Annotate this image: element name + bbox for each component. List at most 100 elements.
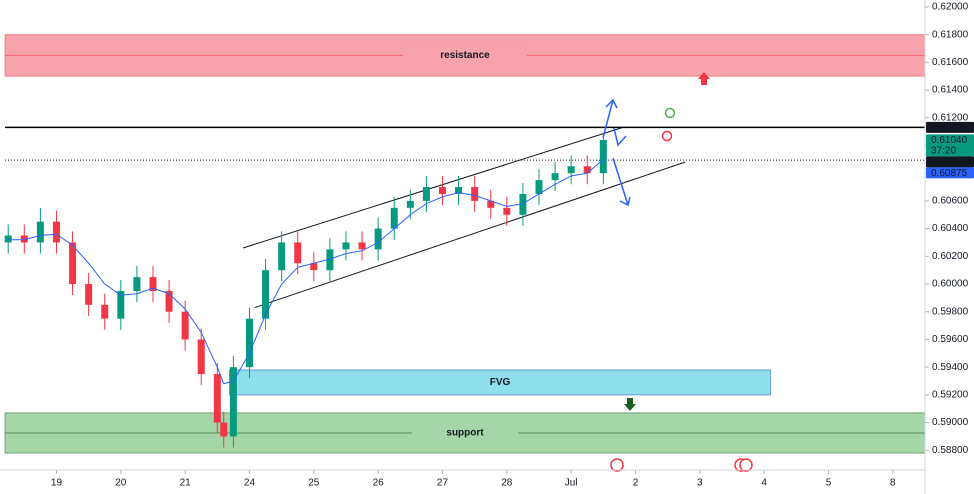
price-tag	[926, 121, 974, 133]
candle-body	[551, 173, 559, 181]
candle-body	[567, 166, 575, 174]
channels	[242, 126, 686, 309]
x-tick-label: 24	[244, 478, 256, 489]
price-tag-label: 0.60875	[931, 168, 968, 179]
candle-body	[406, 200, 414, 208]
candle-body	[133, 277, 141, 291]
candle-body	[535, 180, 543, 194]
y-tick-label: 0.59400	[932, 362, 969, 373]
candle-body	[487, 200, 495, 208]
zone-label: FVG	[490, 377, 511, 388]
y-tick-label: 0.61600	[932, 57, 969, 68]
price-tag	[926, 167, 974, 179]
event-flag	[739, 458, 753, 472]
arrow-small	[613, 127, 627, 147]
x-tick-label: 4	[761, 478, 767, 489]
arrow-up	[602, 98, 618, 139]
candle-body	[20, 235, 28, 243]
candle-body	[149, 277, 157, 291]
price-tag	[926, 134, 974, 157]
zone	[229, 369, 772, 396]
y-tick-label: 0.61200	[932, 112, 969, 123]
price-tag-countdown: 37:20	[931, 146, 956, 157]
y-tick-label: 0.60600	[932, 196, 969, 207]
candle-body	[455, 187, 463, 194]
candle-body	[220, 422, 228, 437]
candle-body	[229, 367, 237, 437]
y-tick-label: 0.58800	[932, 445, 969, 456]
candle-body	[85, 284, 93, 305]
x-tick-label: 3	[697, 478, 703, 489]
x-tick-label: 2	[633, 478, 639, 489]
candle-body	[390, 207, 398, 229]
zone-label: resistance	[440, 50, 490, 61]
candle-body	[342, 242, 350, 250]
candle-body	[583, 166, 591, 174]
candle-body	[52, 221, 60, 243]
arrow-support	[624, 398, 636, 411]
x-tick-label: 26	[373, 478, 385, 489]
marker-red	[661, 130, 673, 142]
candle-body	[519, 193, 527, 215]
candle-body	[422, 187, 430, 201]
zone-label-bg	[411, 418, 519, 447]
candle-body	[503, 207, 511, 215]
candle-body	[181, 311, 189, 340]
price-tag-label: 0.61040	[931, 135, 968, 146]
channel-line	[242, 126, 623, 249]
event-flag	[610, 458, 624, 472]
y-tick-label: 0.60000	[932, 279, 969, 290]
candle-body	[165, 290, 173, 312]
zones: resistance FVG support	[4, 34, 926, 454]
candle-body	[471, 187, 479, 201]
x-tick-label: 5	[826, 478, 832, 489]
y-tick-label: 0.62000	[932, 2, 969, 13]
arrow-resistance	[698, 72, 710, 85]
candle-body	[69, 242, 77, 285]
y-tick-label: 0.61400	[932, 85, 969, 96]
zone-label: support	[446, 428, 484, 439]
candles	[4, 134, 607, 448]
y-tick-label: 0.61800	[932, 29, 969, 40]
y-tick-label: 0.60200	[932, 251, 969, 262]
y-tick-label: 0.59800	[932, 306, 969, 317]
x-tick-label: Jul	[565, 478, 578, 489]
y-tick-label: 0.59200	[932, 390, 969, 401]
x-tick-label: 19	[51, 478, 63, 489]
arrow-down	[612, 157, 631, 207]
candle-body	[117, 290, 125, 319]
annotations	[602, 72, 753, 472]
moving-average	[8, 158, 604, 385]
price-tag-label: 0.61131	[931, 122, 967, 133]
candle-body	[294, 242, 302, 264]
zone-label-bg	[403, 43, 527, 68]
candle-body	[310, 263, 318, 271]
candle-body	[358, 242, 366, 250]
candle-body	[438, 187, 446, 194]
y-tick-label: 0.59600	[932, 334, 969, 345]
levels	[5, 126, 925, 161]
candle-body	[197, 339, 205, 375]
price-tag	[926, 156, 974, 168]
x-tick-label: 8	[890, 478, 896, 489]
candle-body	[374, 228, 382, 250]
candle-body	[36, 221, 44, 243]
candle-body	[213, 374, 221, 423]
x-tick-label: 25	[308, 478, 320, 489]
candle-body	[262, 270, 270, 319]
axes: 0.58800 0.59000 0.59200 0.59400 0.59600 0.598…	[51, 2, 969, 489]
candle-body	[599, 139, 607, 174]
x-tick-label: 20	[115, 478, 127, 489]
candle-body	[245, 318, 253, 368]
x-tick-label: 28	[501, 478, 513, 489]
marker-green	[664, 107, 676, 119]
x-tick-label: 27	[437, 478, 449, 489]
price-tag-label: 0.60894	[931, 157, 968, 168]
candle-body	[278, 242, 286, 271]
channel-line	[254, 161, 686, 309]
candle-body	[326, 249, 334, 271]
candle-body	[4, 235, 12, 243]
